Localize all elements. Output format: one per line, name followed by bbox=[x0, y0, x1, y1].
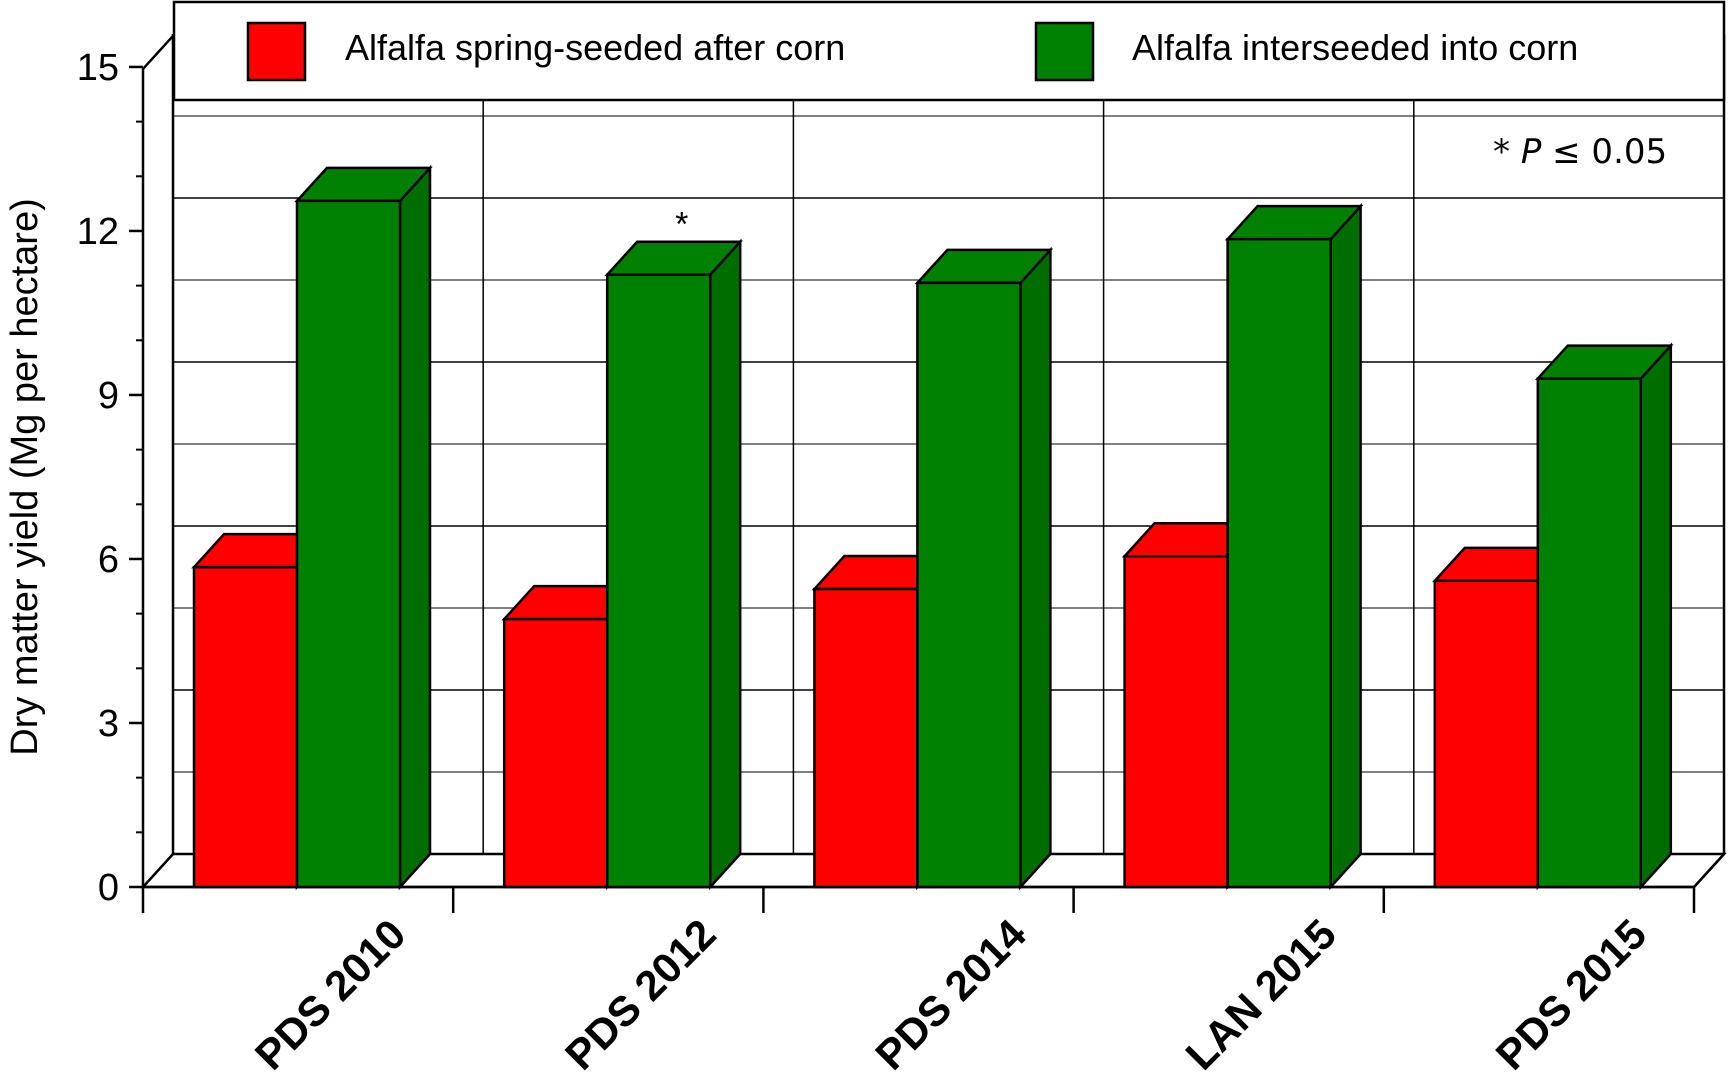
y-tick-label: 6 bbox=[98, 539, 119, 581]
bar-side bbox=[1019, 246, 1052, 891]
bar bbox=[605, 273, 712, 889]
bar-side bbox=[1329, 202, 1362, 891]
x-tick-label: PDS 2010 bbox=[246, 910, 415, 1074]
x-tick-label: PDS 2015 bbox=[1487, 910, 1656, 1074]
x-tick-label: PDS 2012 bbox=[556, 910, 725, 1074]
y-tick-label: 9 bbox=[98, 375, 119, 417]
bar bbox=[192, 565, 299, 889]
bar bbox=[295, 199, 402, 889]
bar bbox=[916, 281, 1022, 889]
y-axis-title: Dry matter yield (Mg per hectare) bbox=[4, 198, 46, 756]
y-tick-label: 15 bbox=[77, 47, 119, 89]
bar-side bbox=[398, 164, 432, 891]
y-tick-label: 3 bbox=[98, 703, 119, 745]
x-tick-label: LAN 2015 bbox=[1176, 910, 1345, 1074]
legend-label-spring-seeded: Alfalfa spring-seeded after corn bbox=[345, 27, 845, 68]
legend-box bbox=[172, 0, 1726, 102]
significance-marker: * bbox=[675, 206, 688, 244]
significance-note: * P ≤ 0.05 bbox=[1493, 132, 1667, 172]
bar-side bbox=[1639, 342, 1673, 891]
bar bbox=[1123, 554, 1229, 889]
significance-note-star: * bbox=[1493, 132, 1510, 172]
wall-top-left bbox=[142, 35, 174, 70]
legend-swatch-spring-seeded bbox=[246, 21, 307, 82]
bar bbox=[813, 587, 919, 889]
y-tick-label: 0 bbox=[98, 867, 119, 909]
bar bbox=[1226, 237, 1332, 889]
significance-note-threshold: ≤ 0.05 bbox=[1552, 132, 1667, 172]
bar bbox=[1536, 377, 1643, 889]
bar bbox=[1433, 579, 1540, 889]
bar bbox=[502, 617, 609, 889]
legend: Alfalfa spring-seeded after corn Alfalfa… bbox=[172, 0, 1726, 102]
x-tick-label: PDS 2014 bbox=[866, 910, 1035, 1074]
bar-side bbox=[708, 238, 742, 891]
bars bbox=[191, 164, 1674, 891]
legend-swatch-interseeded bbox=[1034, 21, 1095, 82]
legend-label-interseeded: Alfalfa interseeded into corn bbox=[1132, 27, 1578, 68]
significance-note-p: P bbox=[1521, 132, 1542, 172]
y-tick-label: 12 bbox=[77, 211, 119, 253]
